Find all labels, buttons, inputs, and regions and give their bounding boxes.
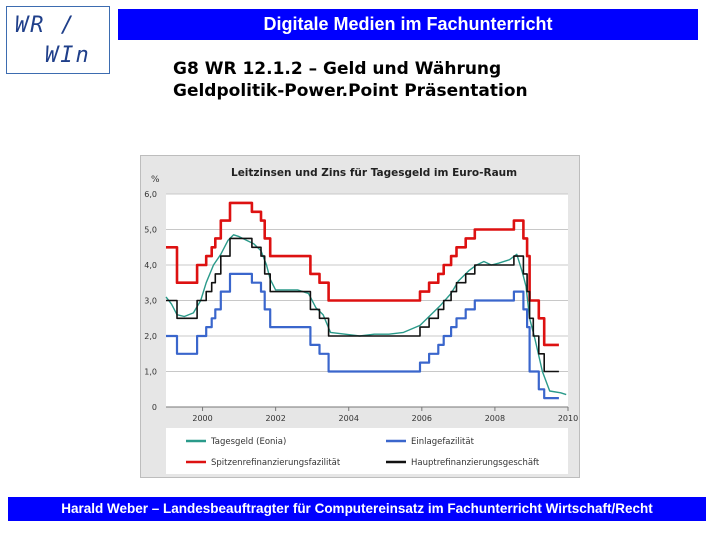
x-tick-label: 2004 [339,414,359,423]
legend-label-spitzen: Spitzenrefinanzierungsfazilität [211,458,341,468]
series-line-spitzen [165,201,559,347]
header-title-bar: Digitale Medien im Fachunterricht [118,9,698,40]
y-tick-label: 2,0 [144,332,157,341]
legend-label-einlage: Einlagefazilität [411,437,475,447]
y-tick-label: 5,0 [144,226,157,235]
x-tick-label: 2000 [192,414,212,423]
chart-title: Leitzinsen und Zins für Tagesgeld im Eur… [231,167,517,179]
chart-frame: Leitzinsen und Zins für Tagesgeld im Eur… [140,155,580,478]
legend-area [166,428,568,474]
series-line-tagesgeld [165,234,567,396]
y-axis-unit: % [151,175,160,185]
y-tick-label: 6,0 [144,190,157,199]
subtitle-line-2: Geldpolitik-Power.Point Präsentation [173,81,528,101]
chart: Leitzinsen und Zins für Tagesgeld im Eur… [144,167,578,474]
y-tick-labels: 0 1,0 2,0 3,0 4,0 5,0 6,0 [144,190,157,412]
slide-subtitle: G8 WR 12.1.2 – Geld und Währung Geldpoli… [173,58,673,102]
x-tick-label: 2002 [265,414,285,423]
y-tick-label: 1,0 [144,368,157,377]
legend-label-haupt: Hauptrefinanzierungsgeschäft [411,458,540,468]
legend-label-tagesgeld: Tagesgeld (Eonia) [210,437,286,447]
footer-text: Harald Weber – Landesbeauftragter für Co… [61,501,653,516]
page-title: Digitale Medien im Fachunterricht [263,14,553,34]
logo: WR / WIn [6,6,110,74]
series-line-einlage [166,272,559,400]
series-line-haupt [166,237,559,373]
legend: Tagesgeld (Eonia) Einlagefazilität Spitzen… [186,437,540,468]
logo-line-2: WIn [45,43,91,68]
footer-bar: Harald Weber – Landesbeauftragter für Co… [8,497,706,521]
series-lines [165,201,567,400]
subtitle-line-1: G8 WR 12.1.2 – Geld und Währung [173,59,502,79]
logo-line-1: WR / [15,13,76,38]
x-tick-label: 2006 [412,414,432,423]
x-tick-label: 2008 [485,414,505,423]
x-tick-label: 2010 [558,414,578,423]
y-tick-label: 3,0 [144,297,157,306]
y-tick-label: 0 [152,403,157,412]
y-tick-label: 4,0 [144,261,157,270]
x-tick-labels: 2000 2002 2004 2006 2008 2010 [192,414,578,423]
